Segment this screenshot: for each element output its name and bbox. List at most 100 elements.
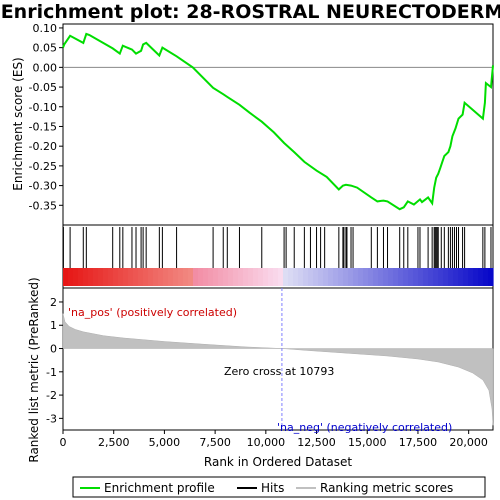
color-bar-segment — [293, 268, 299, 286]
color-bar-segment — [198, 268, 204, 286]
color-bar-segment — [318, 268, 324, 286]
color-bar-segment — [468, 268, 474, 286]
metric-y-tick-label: 1 — [50, 319, 57, 332]
color-bar-segment — [213, 268, 219, 286]
color-bar-segment — [178, 268, 184, 286]
es-y-tick-label: 0.05 — [33, 42, 58, 55]
es-y-tick-label: -0.35 — [29, 199, 57, 212]
color-bar-segment — [353, 268, 359, 286]
color-bar-segment — [378, 268, 384, 286]
color-bar-segment — [338, 268, 344, 286]
color-bar-segment — [278, 268, 284, 286]
x-tick-label: 17,500 — [399, 436, 438, 449]
color-bar-segment — [68, 268, 74, 286]
metric-y-tick-label: 0 — [50, 343, 57, 356]
x-axis: 0 2,500 5,000 7,500 10,000 12,500 15,000 17,500… — [60, 430, 488, 449]
x-tick-label: 12,500 — [297, 436, 336, 449]
x-tick-label: 0 — [60, 436, 67, 449]
chart-title: Enrichment plot: 28-ROSTRAL NEURECTODERM — [1, 1, 500, 23]
es-y-tick-label: -0.30 — [29, 180, 57, 193]
color-bar-segment — [483, 268, 489, 286]
hits-markers — [62, 227, 492, 268]
color-bar-segment — [193, 268, 199, 286]
color-bar-segment — [188, 268, 194, 286]
color-bar-segment — [448, 268, 454, 286]
color-bar-segment — [273, 268, 279, 286]
x-tick-label: 10,000 — [247, 436, 286, 449]
color-bar-segment — [183, 268, 189, 286]
color-bar-segment — [63, 268, 69, 286]
color-bar-segment — [313, 268, 319, 286]
color-bar-segment — [428, 268, 434, 286]
x-tick-label: 2,500 — [98, 436, 130, 449]
color-bar-segment — [363, 268, 369, 286]
color-bar-segment — [473, 268, 479, 286]
color-bar-segment — [83, 268, 89, 286]
color-bar-segment — [283, 268, 289, 286]
pos-label: 'na_pos' (positively correlated) — [68, 306, 237, 319]
legend-box — [72, 476, 486, 498]
es-y-tick-label: -0.25 — [29, 160, 57, 173]
legend-hits-label: Hits — [261, 481, 284, 495]
es-y-axis: 0.10 0.05 0.00 -0.05 -0.10 -0.15 -0.20 -0.25 -0.… — [29, 22, 63, 212]
metric-y-tick-label: -1 — [46, 366, 57, 379]
ranking-metric-area — [62, 313, 494, 426]
color-bar-segment — [368, 268, 374, 286]
color-bar-segment — [348, 268, 354, 286]
color-bar-segment — [398, 268, 404, 286]
color-bar-segment — [458, 268, 464, 286]
es-panel-frame — [62, 23, 494, 226]
color-bar-segment — [243, 268, 249, 286]
color-bar-segment — [358, 268, 364, 286]
es-y-label: Enrichment score (ES) — [11, 57, 25, 190]
color-bar-segment — [148, 268, 154, 286]
color-bar-segment — [138, 268, 144, 286]
metric-y-tick-label: -2 — [46, 389, 57, 402]
color-bar-segment — [233, 268, 239, 286]
color-bar-segment — [163, 268, 169, 286]
x-tick-label: 7,500 — [199, 436, 231, 449]
es-y-tick-label: -0.20 — [29, 140, 57, 153]
es-y-tick-label: -0.05 — [29, 81, 57, 94]
color-bar-segment — [93, 268, 99, 286]
color-bar-segment — [103, 268, 109, 286]
color-bar-segment — [253, 268, 259, 286]
color-bar-segment — [403, 268, 409, 286]
color-bar-segment — [328, 268, 334, 286]
color-bar-segment — [218, 268, 224, 286]
x-axis-label: Rank in Ordered Dataset — [204, 455, 352, 469]
color-bar-segment — [228, 268, 234, 286]
es-y-tick-label: -0.10 — [29, 101, 57, 114]
color-bar-segment — [333, 268, 339, 286]
color-bar-segment — [108, 268, 114, 286]
color-bar-segment — [173, 268, 179, 286]
color-bar-segment — [268, 268, 274, 286]
color-bar-segment — [73, 268, 79, 286]
color-bar-segment — [263, 268, 269, 286]
color-bar-segment — [453, 268, 459, 286]
neg-label: 'na_neg' (negatively correlated) — [277, 421, 452, 434]
color-bar-segment — [303, 268, 309, 286]
color-bar-segment — [393, 268, 399, 286]
color-bar-segment — [123, 268, 129, 286]
color-bar-segment — [478, 268, 484, 286]
rank-color-bar — [63, 268, 494, 286]
color-bar-segment — [98, 268, 104, 286]
color-bar-segment — [383, 268, 389, 286]
color-bar-segment — [238, 268, 244, 286]
x-tick-label: 15,000 — [348, 436, 387, 449]
color-bar-segment — [413, 268, 419, 286]
color-bar-segment — [153, 268, 159, 286]
metric-y-tick-label: -3 — [46, 412, 57, 425]
color-bar-segment — [438, 268, 444, 286]
color-bar-segment — [298, 268, 304, 286]
color-bar-segment — [78, 268, 84, 286]
color-bar-segment — [88, 268, 94, 286]
color-bar-segment — [203, 268, 209, 286]
color-bar-segment — [248, 268, 254, 286]
color-bar-segment — [118, 268, 124, 286]
metric-y-tick-label: 2 — [50, 296, 57, 309]
metric-y-axis: 2 1 0 -1 -2 -3 — [46, 296, 63, 425]
color-bar-segment — [388, 268, 394, 286]
